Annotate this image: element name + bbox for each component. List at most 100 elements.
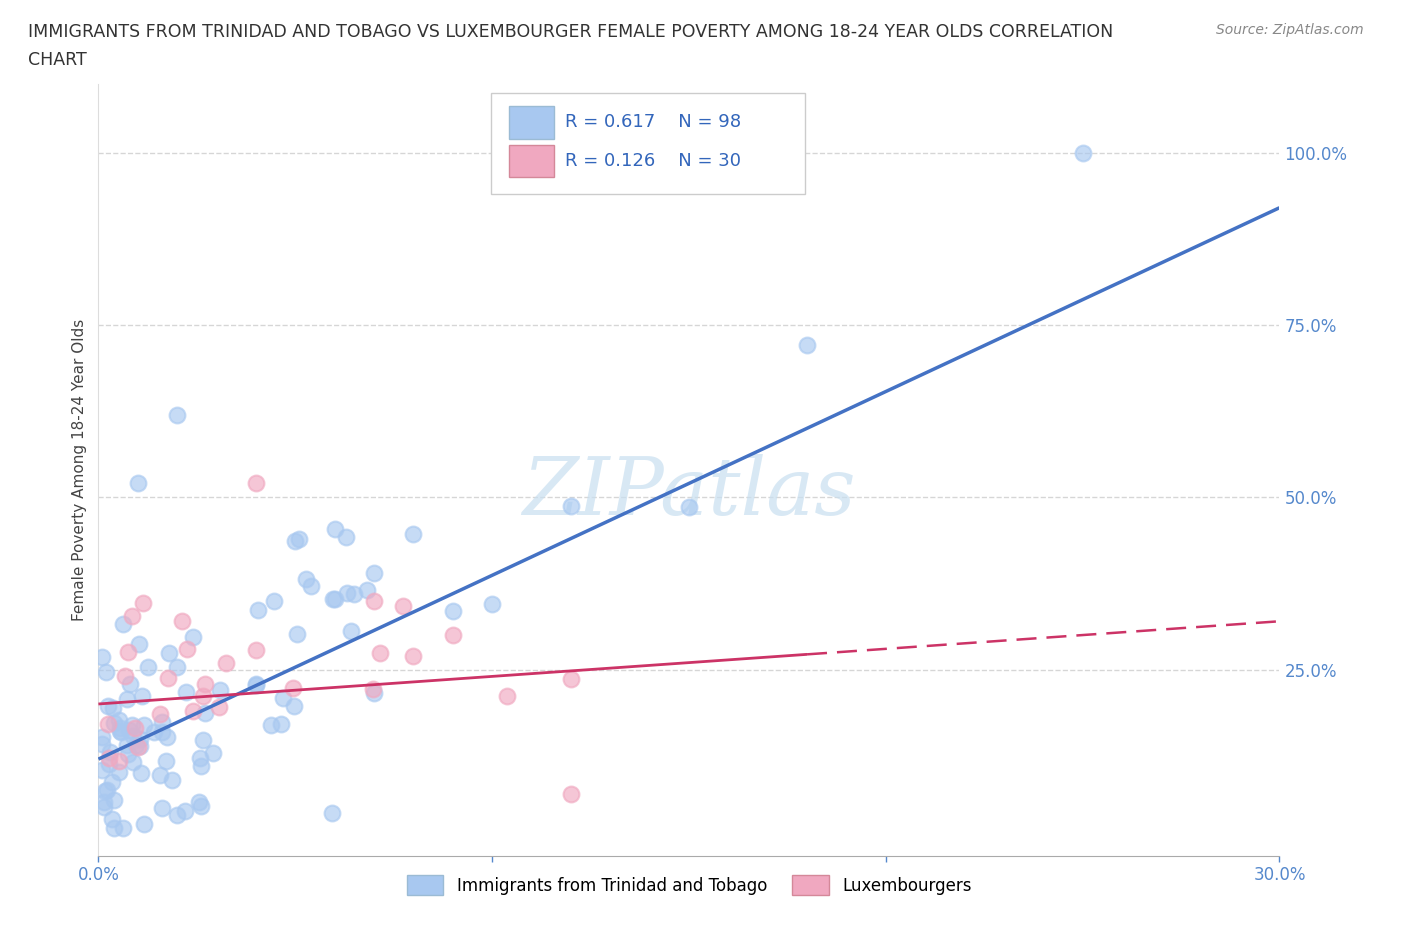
Point: [245, 643, 267, 658]
Point: [284, 533, 307, 548]
Point: [150, 715, 173, 730]
Point: [245, 677, 267, 692]
Point: [323, 522, 346, 537]
Point: [247, 603, 270, 618]
Point: [103, 716, 125, 731]
Point: [336, 585, 359, 600]
Point: [441, 628, 464, 643]
Point: [208, 699, 231, 714]
FancyBboxPatch shape: [509, 145, 554, 177]
Point: [111, 617, 134, 631]
Point: [796, 338, 818, 352]
Point: [136, 659, 159, 674]
Point: [294, 571, 316, 586]
Point: [335, 530, 357, 545]
Point: [149, 707, 172, 722]
Point: [245, 677, 267, 692]
Point: [108, 753, 131, 768]
Point: [127, 739, 149, 754]
Point: [156, 671, 179, 686]
Point: [91, 729, 114, 744]
Point: [143, 724, 166, 739]
Point: [121, 608, 143, 623]
Point: [98, 756, 121, 771]
Text: R = 0.126    N = 30: R = 0.126 N = 30: [565, 152, 741, 170]
Point: [322, 591, 344, 606]
Point: [129, 738, 152, 753]
Point: [155, 753, 177, 768]
Point: [131, 688, 153, 703]
Point: [402, 526, 425, 541]
Point: [149, 767, 172, 782]
Point: [194, 706, 217, 721]
Point: [495, 689, 517, 704]
Point: [91, 763, 114, 777]
Point: [96, 716, 118, 731]
Point: [98, 751, 121, 765]
Point: [117, 644, 139, 659]
Point: [127, 476, 149, 491]
Point: [94, 665, 117, 680]
Point: [160, 773, 183, 788]
Y-axis label: Female Poverty Among 18-24 Year Olds: Female Poverty Among 18-24 Year Olds: [72, 318, 87, 621]
Point: [187, 795, 209, 810]
Point: [181, 703, 204, 718]
Point: [124, 721, 146, 736]
Point: [103, 793, 125, 808]
FancyBboxPatch shape: [491, 93, 804, 194]
Point: [114, 669, 136, 684]
Point: [245, 476, 267, 491]
Point: [188, 751, 211, 765]
Point: [98, 745, 121, 760]
Point: [166, 407, 188, 422]
Point: [678, 499, 700, 514]
Point: [115, 692, 138, 707]
Point: [190, 798, 212, 813]
Point: [128, 637, 150, 652]
Point: [481, 596, 503, 611]
Point: [191, 689, 214, 704]
Point: [368, 645, 391, 660]
Point: [361, 682, 384, 697]
FancyBboxPatch shape: [509, 106, 554, 139]
Point: [260, 717, 283, 732]
Point: [122, 755, 145, 770]
Point: [560, 786, 582, 801]
Point: [363, 593, 385, 608]
Point: [132, 717, 155, 732]
Point: [560, 498, 582, 513]
Point: [263, 593, 285, 608]
Point: [560, 671, 582, 686]
Point: [131, 765, 153, 780]
Point: [209, 682, 232, 697]
Point: [356, 582, 378, 597]
Point: [121, 717, 143, 732]
Point: [132, 595, 155, 610]
Point: [132, 817, 155, 831]
Point: [101, 775, 124, 790]
Point: [93, 800, 115, 815]
Point: [101, 812, 124, 827]
Point: [363, 565, 385, 580]
Point: [110, 721, 132, 736]
Point: [174, 804, 197, 818]
Point: [129, 732, 152, 747]
Text: CHART: CHART: [28, 51, 87, 69]
Point: [283, 698, 305, 713]
Point: [108, 724, 131, 738]
Point: [101, 700, 124, 715]
Point: [103, 820, 125, 835]
Text: Source: ZipAtlas.com: Source: ZipAtlas.com: [1216, 23, 1364, 37]
Point: [91, 737, 114, 751]
Point: [285, 626, 308, 641]
Point: [194, 677, 217, 692]
Point: [125, 737, 148, 752]
Point: [190, 759, 212, 774]
Point: [270, 716, 292, 731]
Point: [117, 747, 139, 762]
Point: [391, 599, 413, 614]
Point: [343, 587, 366, 602]
Point: [1071, 145, 1094, 160]
Point: [441, 604, 464, 618]
Point: [150, 800, 173, 815]
